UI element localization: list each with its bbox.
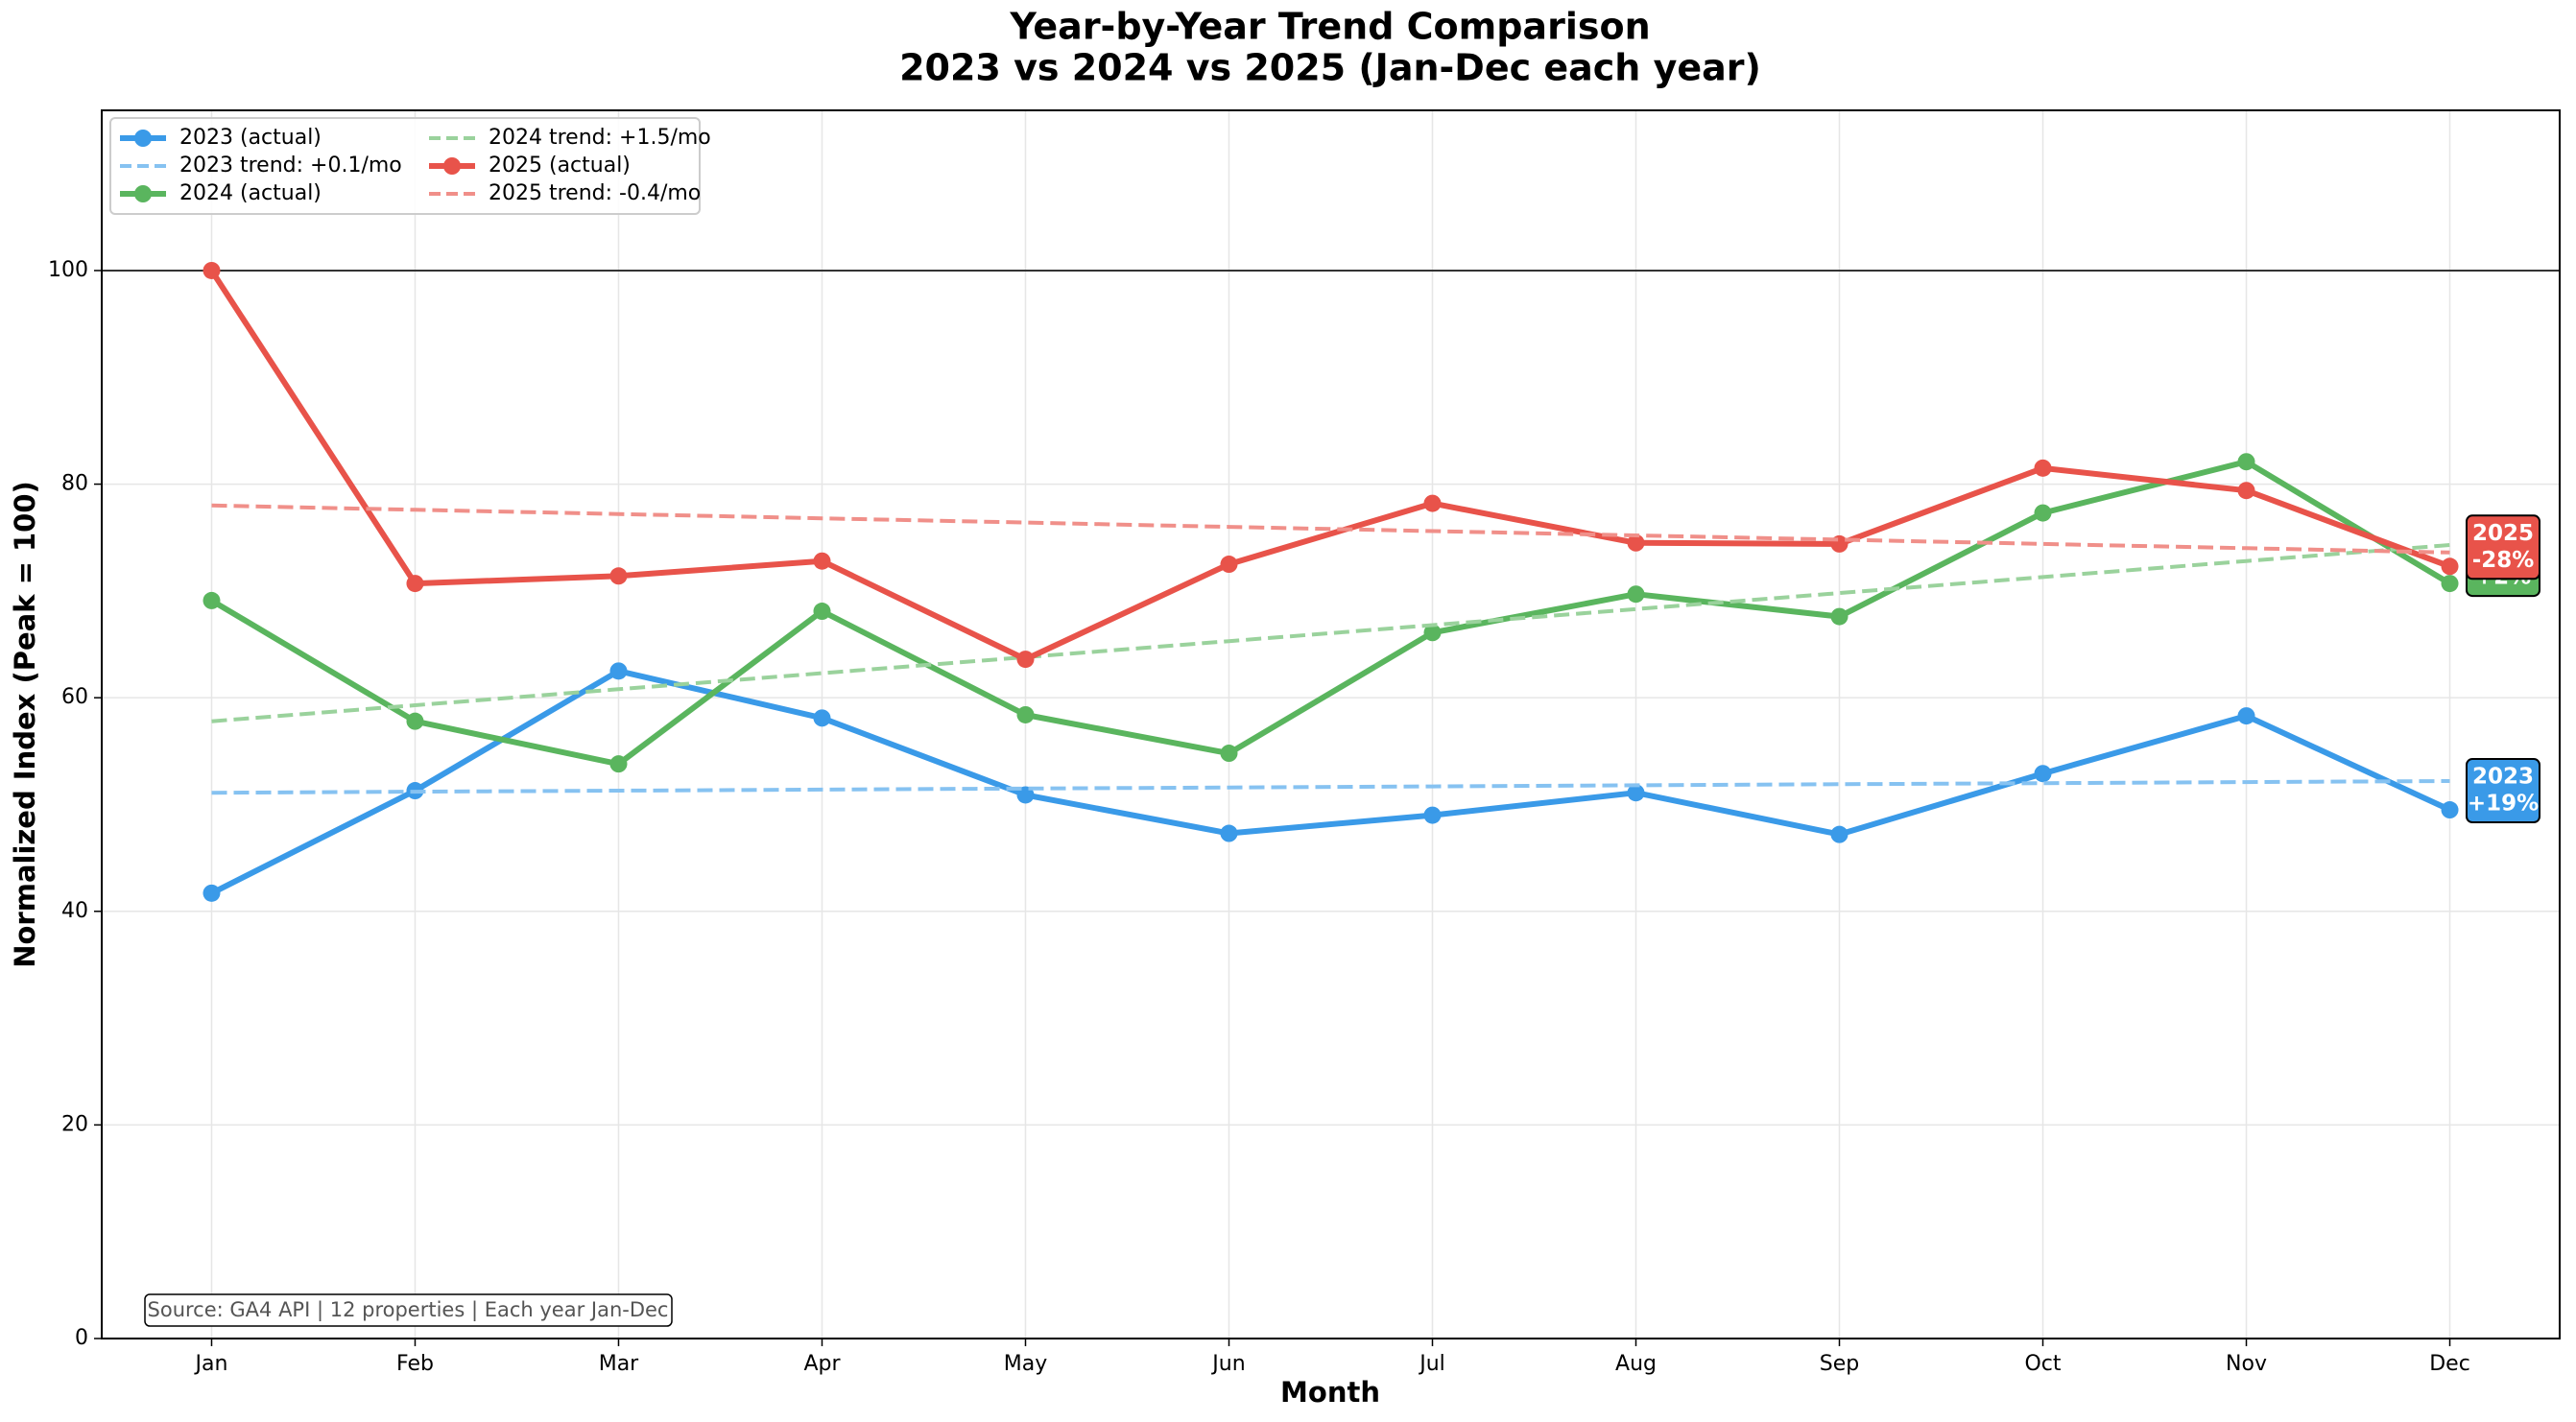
plot-frame [101,109,2561,1339]
data-point [1627,585,1645,604]
data-point [2237,453,2255,471]
data-point [2237,482,2255,500]
chart-title: Year-by-Year Trend Comparison [1009,6,1650,48]
data-point [1627,784,1645,802]
data-point [203,884,221,902]
legend-label: 2023 trend: +0.1/mo [179,154,402,178]
x-tick-label: Dec [2429,1352,2470,1376]
legend-marker [134,130,152,147]
series-line [208,269,2451,663]
end-label-box [2466,758,2540,824]
data-point [1220,824,1238,842]
data-point [609,567,628,585]
x-tick-label: Nov [2226,1352,2267,1376]
data-point [2034,459,2052,477]
end-label-text: 2023 [2472,765,2534,790]
data-point [813,552,831,570]
source-box [144,1293,673,1327]
end-label-text: +19% [2468,792,2539,817]
data-point [609,755,628,773]
end-label-text: 2025 [2472,521,2534,546]
x-tick-label: Feb [396,1352,434,1376]
data-point [2441,557,2459,576]
legend-label: 2023 (actual) [179,126,322,150]
x-tick-label: Mar [599,1352,639,1376]
data-point [2237,707,2255,725]
data-point [406,712,424,730]
y-tick-label: 40 [61,899,88,923]
x-tick-label: Apr [803,1352,841,1376]
data-point [2441,801,2459,819]
data-point [1016,786,1035,804]
y-tick-label: 60 [61,685,88,709]
x-tick-label: May [1004,1352,1047,1376]
y-tick-label: 80 [61,472,88,496]
y-tick-label: 20 [61,1112,88,1136]
series-line [210,668,2451,896]
data-point [203,261,221,279]
legend-marker [134,185,152,202]
data-point [813,709,831,727]
end-label-text: -28% [2472,548,2535,573]
x-tick-label: Jul [1418,1352,1445,1376]
y-tick-label: 100 [48,258,88,282]
trend-line [211,503,2450,555]
data-point [2034,504,2052,522]
data-point [2034,765,2052,783]
data-point [609,662,628,680]
legend-label: 2025 (actual) [489,154,631,178]
x-tick-label: Aug [1615,1352,1657,1376]
data-point [813,603,831,621]
x-tick-label: Sep [1820,1352,1859,1376]
series-line [209,459,2452,768]
x-tick-label: Oct [2024,1352,2061,1376]
source-note: Source: GA4 API | 12 properties | Each y… [148,1298,669,1322]
data-point [1627,533,1645,552]
data-point [1830,825,1849,843]
data-point [2441,575,2459,593]
legend-label: 2024 trend: +1.5/mo [489,126,711,150]
x-tick-label: Jun [1210,1352,1245,1376]
data-point [1423,806,1442,824]
legend-marker [443,157,461,175]
x-axis-label: Month [1280,1376,1380,1409]
legend-label: 2024 (actual) [179,181,322,205]
data-point [1220,745,1238,763]
legend-box [109,117,701,215]
end-label-box [2466,514,2540,581]
data-point [1423,494,1442,512]
data-point [1016,705,1035,723]
data-point [1830,607,1849,626]
data-point [1016,651,1035,669]
chart-subtitle: 2023 vs 2024 vs 2025 (Jan-Dec each year) [899,47,1761,89]
x-tick-label: Jan [194,1352,228,1376]
y-axis-label: Normalized Index (Peak = 100) [9,481,41,968]
y-tick-label: 0 [75,1326,88,1350]
trend-line [211,779,2450,795]
legend-label: 2025 trend: -0.4/mo [489,181,701,205]
data-point [203,591,221,609]
data-point [406,575,424,593]
data-point [1220,556,1238,574]
data-point [1423,624,1442,642]
